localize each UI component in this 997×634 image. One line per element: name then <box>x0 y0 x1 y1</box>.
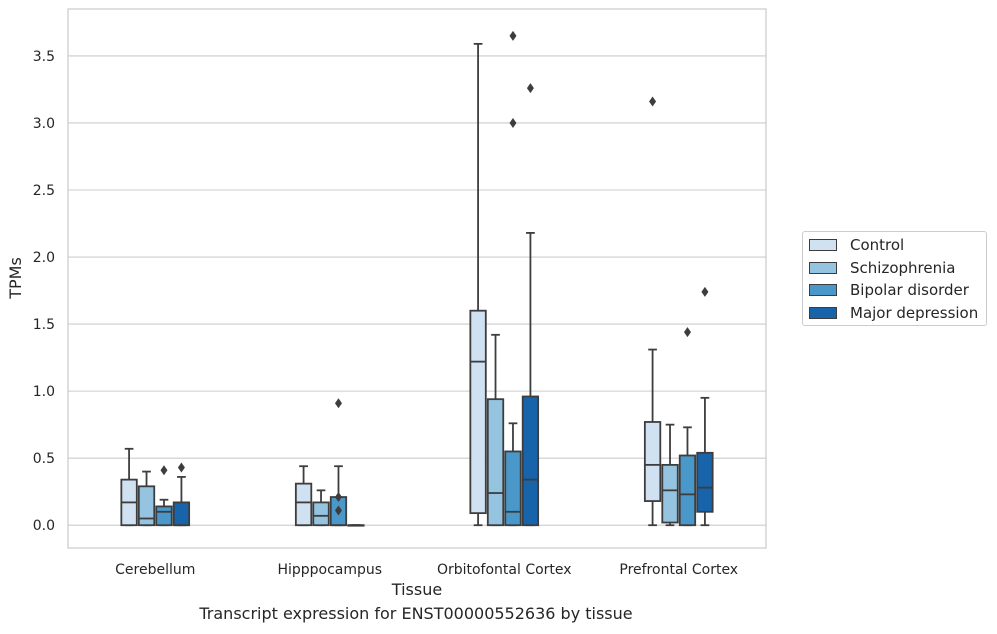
box-major-depression-hipppocampus <box>347 524 365 527</box>
x-tick-label: Hipppocampus <box>277 562 382 578</box>
box-body <box>486 398 505 527</box>
x-tick-label: Orbitofontal Cortex <box>437 562 572 578</box>
y-tick-label: 2.5 <box>33 183 55 199</box>
legend-item-control: Control <box>809 235 904 255</box>
gridlines <box>68 55 766 526</box>
legend: Control Schizophrenia Bipolar disorder M… <box>802 231 987 326</box>
box-body <box>172 501 191 527</box>
outlier-point <box>683 327 691 338</box>
box-major-depression-prefrontal-cortex <box>696 286 714 527</box>
x-tick-label: Cerebellum <box>115 562 195 578</box>
y-tick-labels: 0.0 0.5 1.0 1.5 2.0 2.5 3.0 3.5 <box>33 49 55 534</box>
outlier-point <box>509 30 517 41</box>
box-control-hipppocampus <box>294 465 313 527</box>
box-body <box>521 395 540 527</box>
outlier-point <box>160 465 168 476</box>
y-tick-label: 3.0 <box>33 116 55 132</box>
box-body <box>312 501 330 527</box>
box-control-prefrontal-cortex <box>643 96 662 527</box>
box-schizophrenia-hipppocampus <box>312 489 330 527</box>
outlier-point <box>509 117 517 128</box>
box-body <box>155 505 173 527</box>
legend-item-major-depression: Major depression <box>809 303 978 323</box>
legend-label-major-depression: Major depression <box>850 304 979 322</box>
legend-item-bipolar-disorder: Bipolar disorder <box>809 280 969 300</box>
box-body <box>504 450 522 527</box>
box-bipolar-disorder-hipppocampus <box>329 398 348 527</box>
box-body <box>643 421 662 502</box>
y-tick-label: 2.0 <box>33 250 55 266</box>
x-tick-labels: Cerebellum Hipppocampus Orbitofontal Corte… <box>115 562 738 578</box>
y-tick-label: 1.5 <box>33 317 55 333</box>
legend-item-schizophrenia: Schizophrenia <box>809 258 955 278</box>
y-tick-label: 0.5 <box>33 451 55 467</box>
legend-label-schizophrenia: Schizophrenia <box>850 259 956 277</box>
box-bipolar-disorder-cerebellum <box>155 465 173 527</box>
outlier-point <box>526 83 534 94</box>
outlier-point <box>334 492 342 503</box>
legend-swatch-bipolar-disorder <box>809 284 837 296</box>
box-body <box>661 463 679 524</box>
box-body <box>469 309 487 515</box>
box-body <box>294 482 313 527</box>
y-tick-label: 0.0 <box>33 518 55 534</box>
outlier-point <box>649 96 657 107</box>
outlier-point <box>701 286 709 297</box>
box-bipolar-disorder-orbitofontal-cortex <box>504 30 522 527</box>
box-major-depression-cerebellum <box>172 462 191 527</box>
x-axis-label: Tissue <box>391 580 442 599</box>
box-major-depression-orbitofontal-cortex <box>521 83 540 527</box>
plot-frame <box>67 8 767 549</box>
box-schizophrenia-cerebellum <box>137 470 156 527</box>
outlier-point <box>177 462 185 473</box>
box-series <box>120 30 714 527</box>
legend-label-bipolar-disorder: Bipolar disorder <box>850 281 969 299</box>
legend-swatch-major-depression <box>809 307 837 319</box>
box-body <box>696 451 714 513</box>
legend-swatch-schizophrenia <box>809 262 837 274</box>
outlier-point <box>334 398 342 409</box>
x-tick-label: Prefrontal Cortex <box>619 562 738 578</box>
chart-caption: Transcript expression for ENST0000055263… <box>199 604 633 623</box>
box-body <box>678 454 697 527</box>
box-bipolar-disorder-prefrontal-cortex <box>678 327 697 527</box>
outlier-point <box>334 505 342 516</box>
y-tick-label: 3.5 <box>33 49 55 65</box>
box-control-orbitofontal-cortex <box>469 42 487 527</box>
y-axis-label: TPMs <box>6 257 25 300</box>
legend-swatch-control <box>809 239 837 251</box>
box-schizophrenia-prefrontal-cortex <box>661 423 679 527</box>
box-control-cerebellum <box>120 447 138 527</box>
box-body <box>137 485 156 527</box>
legend-label-control: Control <box>850 236 905 254</box>
box-schizophrenia-orbitofontal-cortex <box>486 333 505 527</box>
y-tick-label: 1.0 <box>33 384 55 400</box>
